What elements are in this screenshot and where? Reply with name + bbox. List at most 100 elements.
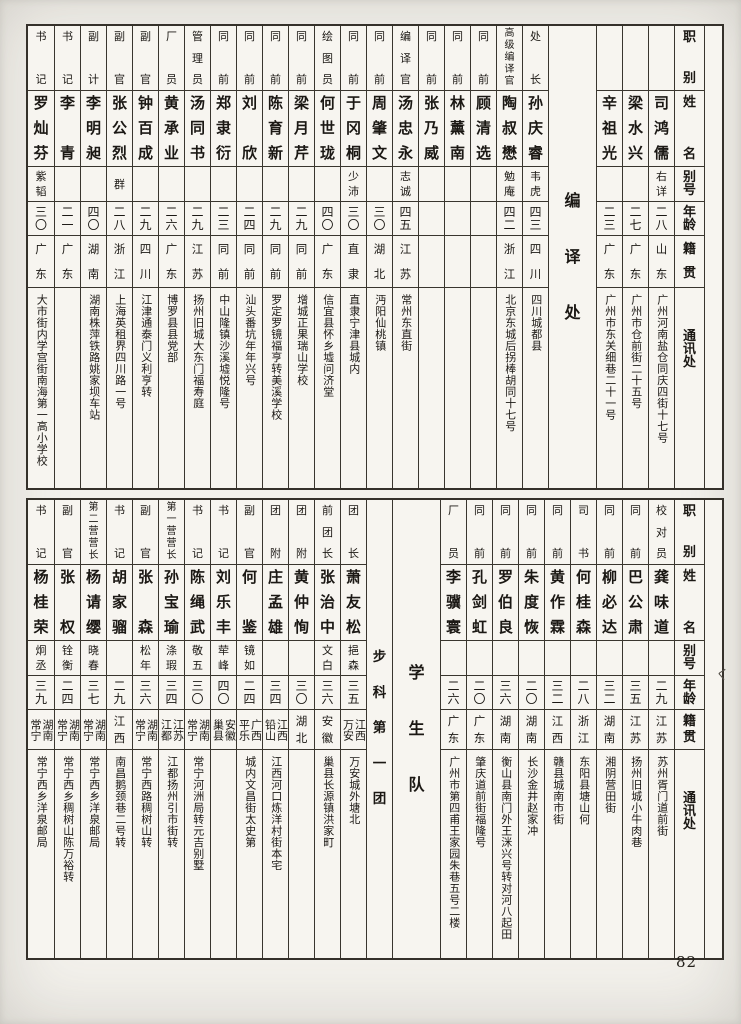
person-column: 同前罗伯良三六湖南衡山县南门外王洣兴号转对河八起田 xyxy=(492,500,518,958)
title-cell: 副官 xyxy=(55,500,80,565)
address-cell: 湘阴营田街 xyxy=(603,756,617,814)
address-cell: 四川城都县 xyxy=(529,294,543,352)
name-cell: 陈绳武 xyxy=(185,565,210,641)
title-cell: 管理员 xyxy=(185,26,210,91)
header-cell: 职别 xyxy=(675,500,704,565)
title-cell: 同前 xyxy=(419,26,444,91)
person-column: 副官张权铨衡二四湖南 常宁 常宁西乡稠树山陈万裕转 xyxy=(54,500,80,958)
title-cell: 编译官 xyxy=(393,26,418,91)
alias-cell: 右详 xyxy=(649,167,674,202)
address-cell: 广州市东关细巷二十一号 xyxy=(603,294,617,421)
native-cell: 湖南 常宁 xyxy=(55,710,80,750)
person-column: 团附庄孟雄三四江西 铅山 江西河口炼洋村街本宅 xyxy=(262,500,288,958)
native-cell: 同前 xyxy=(237,236,262,288)
title-cell xyxy=(649,26,674,91)
name-cell: 罗伯良 xyxy=(493,565,518,641)
person-column: 书记陈绳武敬五三〇湖南 常宁 常宁河洲局转元吉别墅 xyxy=(184,500,210,958)
person-column: 书记胡家骝二九江西南昌鹅颈巷二号转 xyxy=(106,500,132,958)
person-column: 处长孙庆睿韦虎四三四川四川城都县 xyxy=(522,26,548,488)
native-cell xyxy=(471,236,496,288)
name-cell: 郑隶衍 xyxy=(211,91,236,167)
title-cell: 副计 xyxy=(81,26,106,91)
person-column: 书记李青二一广东 xyxy=(54,26,80,488)
address-cell: 肇庆道前街福隆号 xyxy=(473,756,487,848)
address-cell xyxy=(211,750,236,958)
person-column: 梁水兴二七广东广州市仓前街二十五号 xyxy=(622,26,648,488)
native-cell: 江西 铅山 xyxy=(263,710,288,750)
age-cell: 三五 xyxy=(341,676,366,710)
age-cell: 二六 xyxy=(159,202,184,236)
title-cell: 司书 xyxy=(571,500,596,565)
person-column: 团长萧友松挹森三五江西 万安 万安城外塘北 xyxy=(340,500,366,958)
age-cell: 三〇 xyxy=(289,676,314,710)
age-cell: 二四 xyxy=(237,676,262,710)
alias-cell: 挹森 xyxy=(341,641,366,676)
title-cell: 校对员 xyxy=(649,500,674,565)
person-column: 管理员汤同书二九江苏扬州旧城大东门福寿庭 xyxy=(184,26,210,488)
person-column: 辛祖光二三广东广州市东关细巷二十一号 xyxy=(596,26,622,488)
alias-cell: 荦峰 xyxy=(211,641,236,676)
age-cell: 二〇 xyxy=(467,676,492,710)
address-cell: 江津通泰门义利亨转 xyxy=(139,294,153,398)
name-cell: 刘欣 xyxy=(237,91,262,167)
name-cell: 周肇文 xyxy=(367,91,392,167)
title-cell: 第一营营长 xyxy=(159,500,184,565)
age-cell: 三二 xyxy=(597,676,622,710)
alias-cell: 松年 xyxy=(133,641,158,676)
address-cell xyxy=(55,288,80,488)
name-cell: 梁水兴 xyxy=(623,91,648,167)
name-cell: 杨请缨 xyxy=(81,565,106,641)
header-column: 职别姓名别号年龄籍贯通讯处 xyxy=(674,500,704,958)
title-cell: 同前 xyxy=(493,500,518,565)
age-cell: 二八 xyxy=(107,202,132,236)
age-cell: 三〇 xyxy=(341,202,366,236)
title-cell: 书记 xyxy=(211,500,236,565)
alias-cell xyxy=(441,641,466,676)
title-cell: 同前 xyxy=(367,26,392,91)
person-column: 书记刘乐丰荦峰四〇安徽 巢县 xyxy=(210,500,236,958)
person-column: 第一营营长孙宝瑜涤瑕三四江苏 江都 江都扬州引市街转 xyxy=(158,500,184,958)
title-cell: 书记 xyxy=(28,26,54,91)
alias-cell xyxy=(649,641,674,676)
name-cell: 胡家骝 xyxy=(107,565,132,641)
alias-cell xyxy=(467,641,492,676)
title-cell xyxy=(597,26,622,91)
section-label: 步科第一团 xyxy=(372,649,387,808)
age-cell: 四二 xyxy=(497,202,522,236)
native-cell: 江苏 xyxy=(623,710,648,750)
native-cell: 广西 平乐 xyxy=(237,710,262,750)
native-cell: 广东 xyxy=(315,236,340,288)
alias-cell xyxy=(211,167,236,202)
name-cell: 李明昶 xyxy=(81,91,106,167)
age-cell: 四〇 xyxy=(211,676,236,710)
address-cell: 信宜县怀乡墟问济堂 xyxy=(321,294,335,398)
age-cell: 三四 xyxy=(263,676,288,710)
title-cell xyxy=(623,26,648,91)
address-cell: 巢县长源镇洪家町 xyxy=(321,756,335,848)
address-cell: 常宁西乡稠树山陈万裕转 xyxy=(61,756,75,883)
title-cell: 同前 xyxy=(471,26,496,91)
address-cell: 长沙金井赵家冲 xyxy=(525,756,539,837)
alias-cell: 紫韬 xyxy=(28,167,54,202)
alias-cell xyxy=(289,167,314,202)
person-column: 高级编译官陶叔懋勉庵四二浙江北京东城后拐棒胡同十七号 xyxy=(496,26,522,488)
header-cell: 籍贯 xyxy=(675,236,704,288)
alias-cell: 晓春 xyxy=(81,641,106,676)
alias-cell xyxy=(133,167,158,202)
age-cell xyxy=(445,202,470,236)
address-cell xyxy=(289,750,314,958)
alias-cell: 镜如 xyxy=(237,641,262,676)
alias-cell xyxy=(571,641,596,676)
native-cell: 江西 万安 xyxy=(341,710,366,750)
address-cell: 江西河口炼洋村街本宅 xyxy=(269,756,283,871)
native-cell: 同前 xyxy=(263,236,288,288)
name-cell: 罗灿芬 xyxy=(28,91,54,167)
header-cell: 通讯处 xyxy=(682,791,696,832)
alias-cell xyxy=(185,167,210,202)
section-label-column: 学生队 xyxy=(392,500,440,958)
blank-column xyxy=(704,26,722,488)
alias-cell xyxy=(367,167,392,202)
name-cell: 李骥寰 xyxy=(441,565,466,641)
native-cell: 浙江 xyxy=(497,236,522,288)
